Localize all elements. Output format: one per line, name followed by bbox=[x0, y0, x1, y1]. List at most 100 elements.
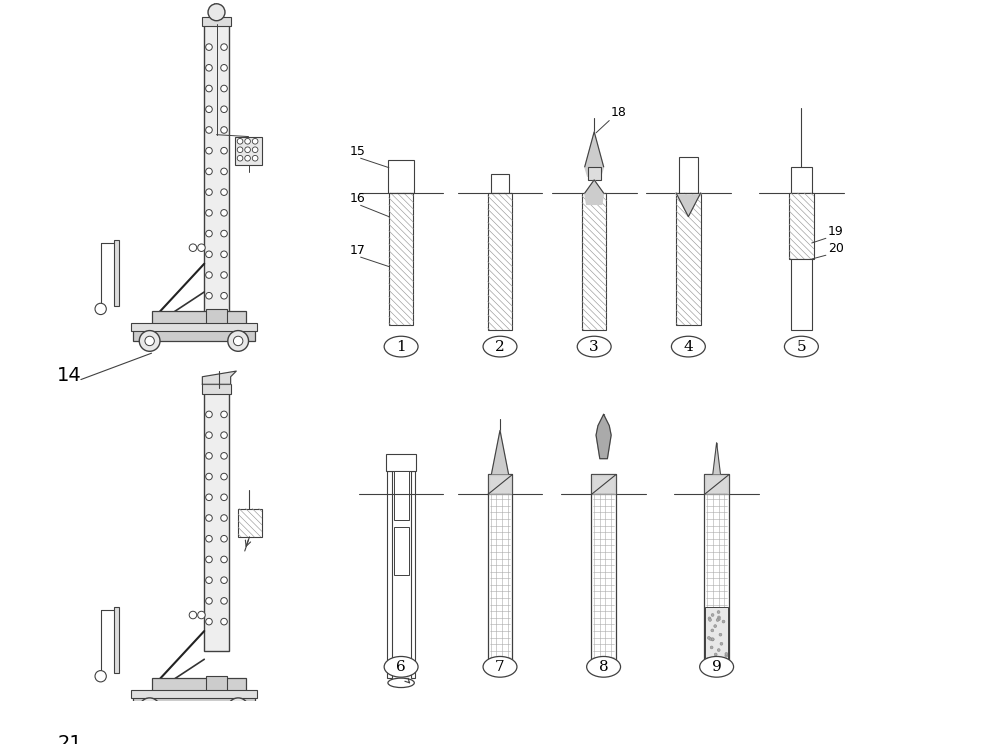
Text: 20: 20 bbox=[828, 243, 844, 255]
Circle shape bbox=[719, 633, 722, 636]
Circle shape bbox=[722, 620, 725, 623]
Polygon shape bbox=[705, 475, 728, 495]
Bar bbox=[679, 157, 698, 193]
Polygon shape bbox=[585, 180, 604, 205]
Text: 19: 19 bbox=[828, 225, 844, 239]
Polygon shape bbox=[676, 193, 701, 217]
Circle shape bbox=[206, 189, 212, 196]
Circle shape bbox=[206, 65, 212, 71]
Bar bbox=[202, 384, 231, 394]
Bar bbox=[386, 454, 416, 471]
Bar bbox=[582, 193, 606, 330]
Circle shape bbox=[206, 577, 212, 583]
Circle shape bbox=[206, 251, 212, 257]
Circle shape bbox=[221, 147, 227, 154]
Bar bbox=[235, 137, 262, 165]
Circle shape bbox=[208, 4, 225, 21]
Circle shape bbox=[206, 231, 212, 237]
Text: 17: 17 bbox=[349, 244, 365, 257]
Circle shape bbox=[252, 138, 258, 144]
Circle shape bbox=[206, 147, 212, 154]
Bar bbox=[394, 471, 409, 520]
Circle shape bbox=[206, 168, 212, 175]
Bar bbox=[206, 676, 227, 693]
Circle shape bbox=[221, 231, 227, 237]
Circle shape bbox=[206, 44, 212, 51]
Circle shape bbox=[707, 636, 710, 639]
Circle shape bbox=[221, 557, 227, 562]
Text: 9: 9 bbox=[712, 660, 721, 674]
Bar bbox=[133, 328, 255, 341]
Bar bbox=[791, 259, 812, 330]
Bar bbox=[388, 160, 414, 193]
Text: 5: 5 bbox=[797, 339, 806, 353]
Circle shape bbox=[237, 155, 243, 161]
Circle shape bbox=[720, 642, 723, 645]
Circle shape bbox=[221, 126, 227, 133]
Polygon shape bbox=[202, 371, 236, 384]
Circle shape bbox=[228, 330, 249, 351]
Circle shape bbox=[221, 44, 227, 51]
Circle shape bbox=[714, 653, 717, 656]
Circle shape bbox=[252, 147, 258, 153]
Circle shape bbox=[714, 625, 717, 627]
Circle shape bbox=[716, 618, 719, 621]
Circle shape bbox=[221, 597, 227, 604]
Circle shape bbox=[221, 577, 227, 583]
Circle shape bbox=[706, 662, 709, 665]
Polygon shape bbox=[596, 414, 611, 459]
Circle shape bbox=[717, 611, 720, 614]
Circle shape bbox=[221, 473, 227, 480]
Circle shape bbox=[206, 432, 212, 438]
Text: 16: 16 bbox=[349, 193, 365, 205]
Circle shape bbox=[705, 664, 708, 667]
Polygon shape bbox=[713, 443, 720, 474]
Bar bbox=[206, 309, 227, 326]
Ellipse shape bbox=[483, 656, 517, 677]
Circle shape bbox=[221, 494, 227, 501]
Polygon shape bbox=[492, 431, 508, 474]
Circle shape bbox=[233, 704, 243, 713]
Circle shape bbox=[252, 155, 258, 161]
Bar bbox=[152, 678, 246, 695]
Circle shape bbox=[710, 646, 713, 649]
Circle shape bbox=[221, 618, 227, 625]
Circle shape bbox=[713, 663, 715, 665]
Bar bbox=[488, 474, 512, 669]
Circle shape bbox=[206, 597, 212, 604]
Text: 2: 2 bbox=[495, 339, 505, 353]
Circle shape bbox=[145, 704, 154, 713]
Circle shape bbox=[206, 557, 212, 562]
Ellipse shape bbox=[671, 336, 705, 357]
Circle shape bbox=[724, 659, 727, 662]
Ellipse shape bbox=[784, 336, 818, 357]
Bar bbox=[152, 311, 246, 328]
Circle shape bbox=[237, 138, 243, 144]
Text: 14: 14 bbox=[57, 367, 82, 385]
Ellipse shape bbox=[483, 336, 517, 357]
Circle shape bbox=[198, 244, 205, 251]
Circle shape bbox=[145, 336, 154, 346]
Circle shape bbox=[206, 411, 212, 417]
Circle shape bbox=[245, 138, 250, 144]
Circle shape bbox=[189, 612, 197, 619]
Circle shape bbox=[221, 515, 227, 522]
Circle shape bbox=[717, 649, 720, 652]
Text: 21: 21 bbox=[57, 734, 82, 744]
Circle shape bbox=[206, 515, 212, 522]
Circle shape bbox=[221, 452, 227, 459]
Circle shape bbox=[711, 614, 714, 616]
Circle shape bbox=[221, 106, 227, 112]
Polygon shape bbox=[585, 132, 604, 176]
Bar bbox=[488, 193, 512, 330]
Circle shape bbox=[206, 126, 212, 133]
Bar bbox=[789, 193, 814, 259]
Text: 18: 18 bbox=[611, 106, 627, 119]
Circle shape bbox=[139, 698, 160, 719]
Circle shape bbox=[228, 698, 249, 719]
Circle shape bbox=[221, 536, 227, 542]
Circle shape bbox=[711, 638, 714, 641]
Circle shape bbox=[206, 292, 212, 299]
Circle shape bbox=[221, 189, 227, 196]
Text: 8: 8 bbox=[599, 660, 608, 674]
